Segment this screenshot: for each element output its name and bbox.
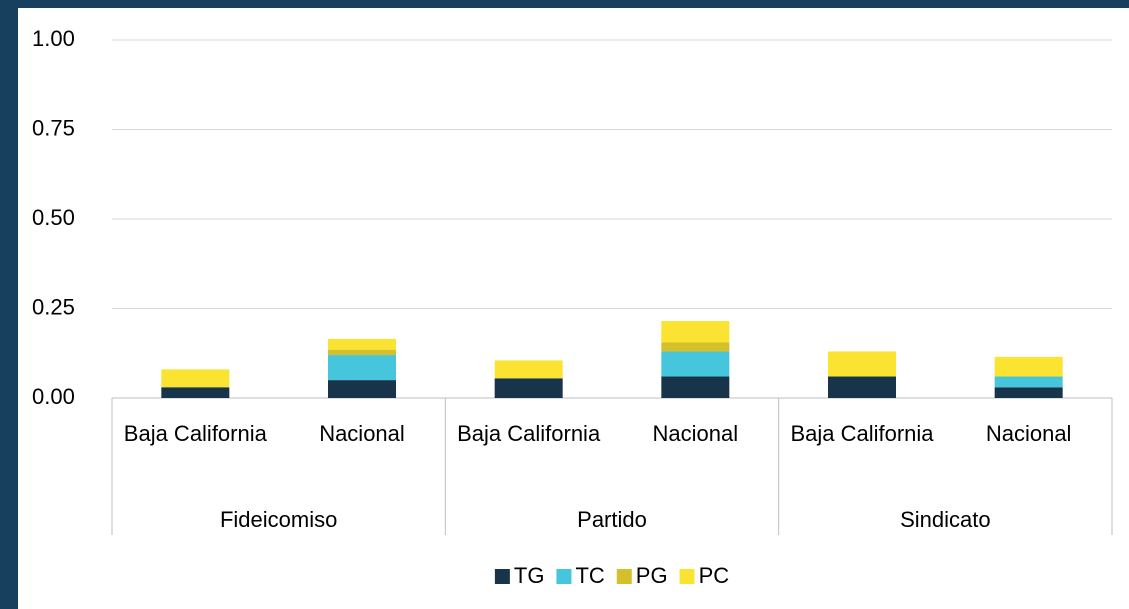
bar-segment [994, 376, 1063, 388]
legend-label: TC [575, 563, 604, 588]
bar-segment [328, 349, 396, 356]
bar-segment [661, 321, 730, 343]
bar-segment [828, 351, 896, 377]
x-tick-label: Nacional [319, 421, 405, 446]
bar-segment [161, 369, 230, 388]
x-tick-label: Baja California [457, 421, 601, 446]
x-tick-label: Nacional [652, 421, 739, 446]
legend-swatch [679, 569, 695, 584]
group-label: Fideicomiso [220, 507, 337, 532]
legend-label: PC [699, 563, 730, 588]
legend-swatch [556, 569, 572, 584]
x-tick-label: Baja California [790, 421, 934, 446]
x-tick-label: Baja California [123, 421, 267, 446]
legend-swatch [494, 569, 510, 584]
group-label: Sindicato [900, 507, 991, 532]
bar-segment [328, 380, 396, 398]
y-tick-label: 0.25 [32, 294, 75, 319]
y-tick-label: 1.00 [32, 26, 75, 51]
y-tick-label: 0.50 [32, 205, 75, 230]
bar-segment [994, 356, 1063, 377]
bar-segment [161, 387, 230, 398]
group-label: Partido [577, 507, 647, 532]
bar-segment [328, 355, 396, 381]
bar-segment [828, 376, 896, 398]
bar-segment [661, 342, 730, 352]
bar-segment [328, 338, 396, 350]
bar-segment [494, 378, 563, 398]
legend-swatch [616, 569, 632, 584]
y-tick-label: 0.75 [32, 115, 75, 140]
bar-segment [661, 376, 730, 398]
bar-segment [494, 360, 563, 379]
y-tick-label: 0.00 [32, 384, 75, 409]
x-tick-label: Nacional [985, 421, 1072, 446]
bar-segment [661, 351, 730, 377]
legend-label: PG [636, 563, 668, 588]
legend-label: TG [514, 563, 545, 588]
bar-segment [994, 387, 1063, 398]
